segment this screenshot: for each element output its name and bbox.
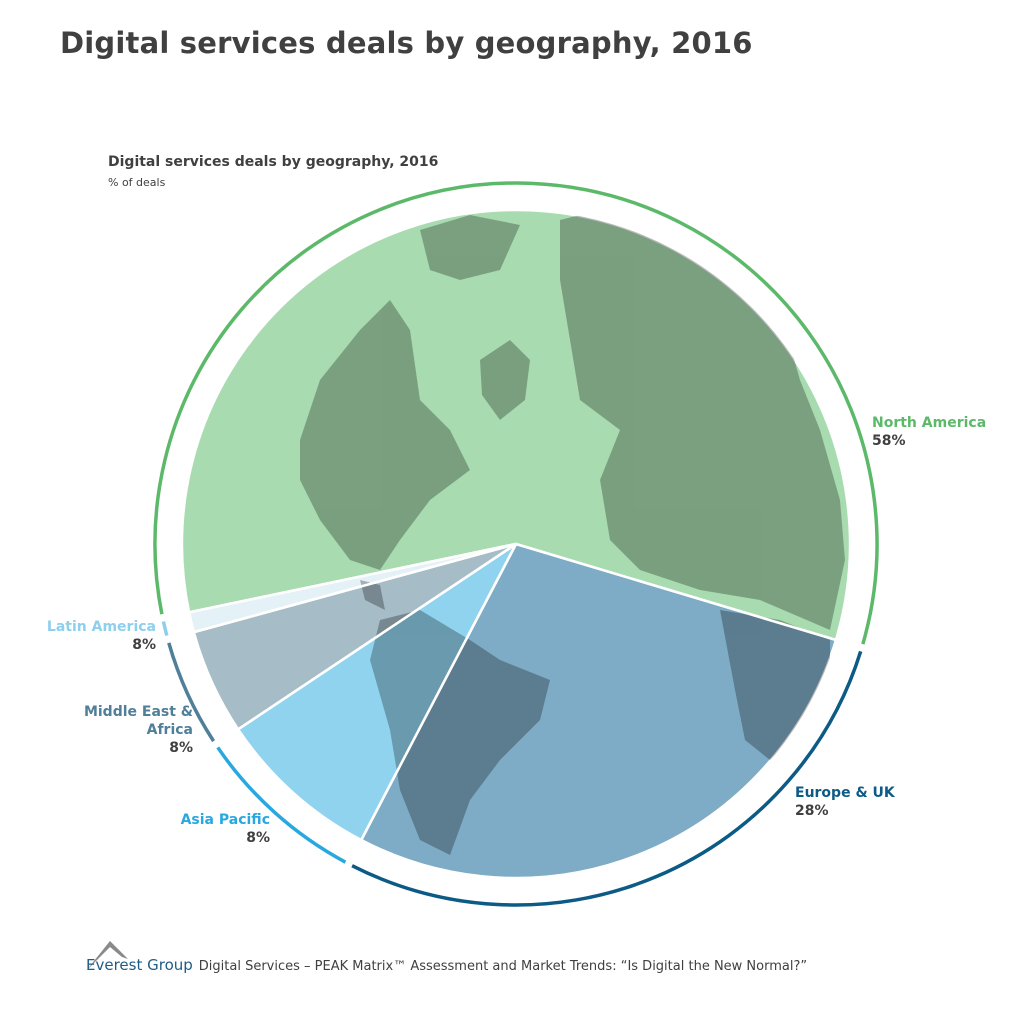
slice-name: North America [872, 415, 987, 431]
ring-arc-latin-america [161, 621, 169, 637]
footer-brand: Everest Group [86, 956, 193, 974]
pie-slice-north-america [180, 208, 852, 642]
land-mass [360, 580, 385, 610]
slice-divider [193, 542, 517, 634]
ring-arc-middle-east-africa [167, 642, 216, 743]
pie-slice-asia-pacific [236, 542, 518, 842]
chart-subtitle: % of deals [108, 176, 166, 189]
ring-arc-north-america [153, 181, 879, 645]
slice-divider [237, 542, 517, 731]
land-mass [370, 610, 550, 855]
slice-value: 58% [872, 433, 906, 449]
slice-name: Europe & UK [795, 785, 895, 801]
land-mass [480, 340, 530, 420]
ring-arc-europe-uk [351, 650, 863, 907]
label-latin-america: Latin America 8% [47, 618, 156, 654]
label-north-america: North America 58% [872, 414, 986, 450]
slice-name: Asia Pacific [180, 812, 270, 828]
chart-title: Digital services deals by geography, 201… [108, 154, 439, 170]
slice-value: 8% [169, 740, 193, 756]
slice-divider [515, 542, 837, 642]
pie-slice-europe-uk [359, 542, 838, 880]
slice-divider [360, 543, 518, 841]
slice-name: Latin America [46, 619, 156, 635]
slice-divider [188, 542, 517, 614]
land-mass [420, 215, 520, 280]
footer-source: Digital Services – PEAK Matrix™ Assessme… [198, 959, 808, 974]
slice-value: 8% [132, 637, 156, 653]
ring-arc-asia-pacific [216, 746, 347, 864]
slice-value: 28% [795, 803, 829, 819]
label-europe-uk: Europe & UK 28% [795, 784, 895, 820]
page-title: Digital services deals by geography, 201… [60, 26, 753, 60]
footer: Everest Group Digital Services – PEAK Mat… [86, 956, 807, 974]
everest-logo-icon [86, 941, 128, 971]
slice-name: Middle East & Africa [83, 704, 193, 738]
slice-value: 8% [246, 830, 270, 846]
label-middle-east-africa: Middle East & Africa 8% [53, 703, 193, 757]
label-asia-pacific: Asia Pacific 8% [181, 811, 270, 847]
land-mass [300, 300, 470, 570]
